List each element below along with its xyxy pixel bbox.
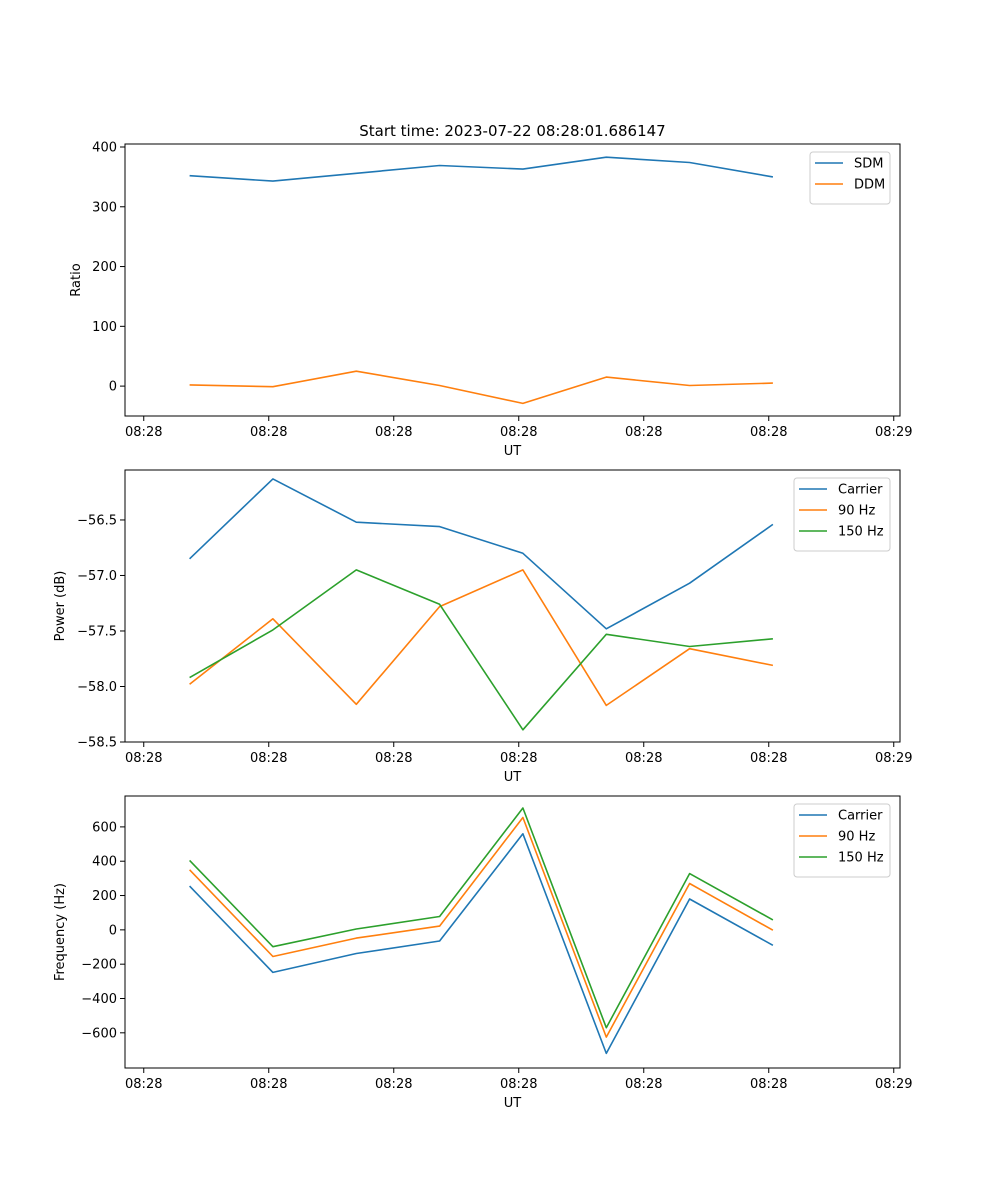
series-line-carrier — [189, 832, 774, 1055]
chart-panel-1: 08:28 08:28 08:28 08:28 08:28 08:28 08:29 0 100 2… — [69, 140, 912, 459]
x-tick-label: 08:28 — [625, 751, 662, 766]
legend-box — [809, 151, 891, 205]
x-tick-label: 08:28 — [750, 751, 787, 766]
plot-frame — [124, 795, 901, 1069]
y-tick-label: −58.0 — [77, 680, 117, 695]
x-axis-label: UT — [504, 444, 522, 459]
y-tick-label: 0 — [109, 923, 117, 938]
legend-label: Carrier — [838, 809, 883, 824]
x-axis-label: UT — [504, 1096, 522, 1111]
series-line-sdm — [189, 156, 774, 182]
legend-label: Carrier — [838, 483, 883, 498]
x-tick-label: 08:28 — [375, 751, 412, 766]
y-tick-label: 200 — [92, 260, 117, 275]
x-tick-label: 08:28 — [625, 1077, 662, 1092]
chart-panel-2: 08:28 08:28 08:28 08:28 08:28 08:28 08:29 −58.5… — [53, 469, 912, 785]
x-tick-label: 08:28 — [250, 425, 287, 440]
series-line-ddm — [189, 370, 773, 405]
y-tick-label: −58.5 — [77, 736, 117, 751]
x-tick-label: 08:28 — [750, 1077, 787, 1092]
x-tick-label: 08:29 — [875, 1077, 912, 1092]
x-tick-label: 08:28 — [500, 1077, 537, 1092]
x-tick-label: 08:28 — [125, 751, 162, 766]
legend-label: 90 Hz — [838, 830, 875, 845]
y-tick-label: 200 — [92, 889, 117, 904]
legend-box — [793, 477, 891, 552]
y-tick-label: 300 — [92, 200, 117, 215]
y-tick-label: 100 — [92, 320, 117, 335]
x-tick-label: 08:28 — [125, 1077, 162, 1092]
legend-label: 150 Hz — [838, 525, 884, 540]
x-tick-label: 08:29 — [875, 425, 912, 440]
series-line-150-hz — [189, 569, 773, 731]
y-axis-label: Ratio — [69, 263, 84, 296]
y-tick-label: −56.5 — [77, 513, 117, 528]
y-axis-label: Frequency (Hz) — [53, 883, 68, 981]
y-tick-label: 400 — [92, 140, 117, 155]
x-tick-label: 08:28 — [500, 425, 537, 440]
series-line-90-hz — [189, 569, 774, 707]
legend-label: SDM — [854, 157, 883, 172]
x-tick-label: 08:29 — [875, 751, 912, 766]
y-tick-label: −600 — [81, 1026, 117, 1041]
x-tick-label: 08:28 — [375, 1077, 412, 1092]
y-tick-label: −57.5 — [77, 624, 117, 639]
legend: Carrier 90 Hz 150 Hz — [793, 803, 891, 878]
legend-box — [793, 803, 891, 878]
chart-panel-3: 08:28 08:28 08:28 08:28 08:28 08:28 08:29 −600 −… — [53, 795, 912, 1111]
x-tick-label: 08:28 — [250, 1077, 287, 1092]
y-tick-label: 400 — [92, 855, 117, 870]
series-line-150-hz — [189, 807, 774, 1029]
legend-label: 90 Hz — [838, 504, 875, 519]
plot-frame — [124, 469, 901, 743]
series-line-90-hz — [189, 816, 774, 1038]
legend: Carrier 90 Hz 150 Hz — [793, 477, 891, 552]
y-tick-label: 600 — [92, 820, 117, 835]
y-tick-label: −200 — [81, 958, 117, 973]
x-tick-label: 08:28 — [250, 751, 287, 766]
x-tick-label: 08:28 — [625, 425, 662, 440]
y-tick-label: −57.0 — [77, 569, 117, 584]
series-line-carrier — [189, 478, 774, 630]
y-tick-label: −400 — [81, 992, 117, 1007]
legend: SDM DDM — [809, 151, 891, 205]
y-tick-label: 0 — [109, 380, 117, 395]
x-axis-label: UT — [504, 770, 522, 785]
figure-title: Start time: 2023-07-22 08:28:01.686147 — [359, 122, 665, 140]
legend-label: 150 Hz — [838, 851, 884, 866]
x-tick-label: 08:28 — [750, 425, 787, 440]
x-tick-label: 08:28 — [125, 425, 162, 440]
x-tick-label: 08:28 — [500, 751, 537, 766]
legend-label: DDM — [854, 178, 885, 193]
plot-frame — [124, 143, 901, 417]
x-tick-label: 08:28 — [375, 425, 412, 440]
y-axis-label: Power (dB) — [53, 571, 68, 642]
